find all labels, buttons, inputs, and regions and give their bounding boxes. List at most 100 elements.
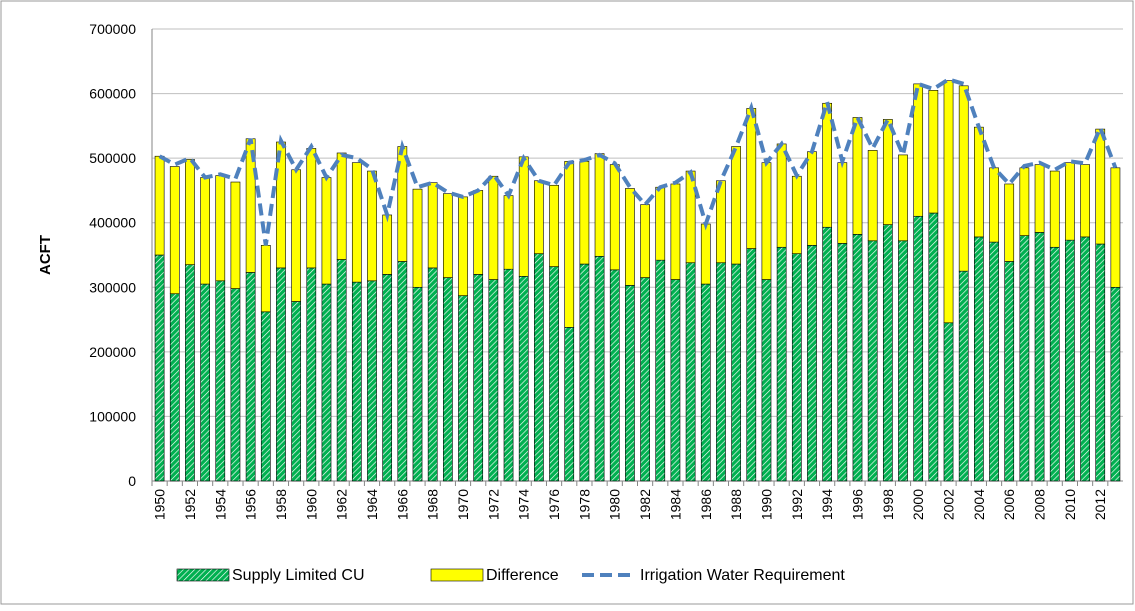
x-tick-label: 2010: [1062, 489, 1078, 520]
bar: [958, 85, 969, 272]
x-tick-label: 1994: [819, 489, 835, 520]
bar: [382, 214, 393, 275]
bar: [215, 175, 226, 282]
bar: [852, 234, 863, 482]
bar: [746, 248, 757, 482]
y-tick-label: 200000: [89, 344, 136, 360]
bar: [185, 159, 195, 265]
bar: [761, 162, 772, 280]
bar: [442, 193, 453, 278]
bar: [306, 267, 317, 482]
bar: [958, 270, 969, 482]
x-tick-label: 1956: [243, 489, 259, 520]
bar: [397, 261, 408, 482]
bar: [321, 283, 332, 482]
bar: [230, 181, 241, 289]
legend-label: Difference: [486, 567, 559, 584]
bar: [230, 288, 241, 482]
bar: [791, 253, 802, 482]
x-tick-label: 1958: [273, 489, 289, 520]
bar: [382, 274, 393, 482]
x-tick-label: 1970: [455, 489, 471, 520]
x-tick-label: 1988: [728, 489, 744, 520]
bar: [655, 259, 666, 482]
bar: [1095, 243, 1106, 482]
bar: [640, 277, 650, 482]
bar: [245, 272, 256, 482]
bar: [579, 161, 590, 265]
bar: [776, 246, 787, 482]
y-tick-label: 600000: [89, 86, 136, 102]
bar: [1080, 164, 1090, 238]
bar: [928, 90, 939, 214]
bar: [169, 166, 180, 295]
bar: [655, 186, 666, 261]
bar: [670, 279, 681, 482]
bar: [503, 268, 514, 482]
bar: [1034, 164, 1045, 233]
bar: [321, 177, 332, 285]
bar: [291, 301, 301, 482]
bar: [943, 80, 954, 324]
legend-swatch: [430, 568, 484, 582]
x-tick-label: 2006: [1001, 489, 1017, 520]
x-tick-label: 1984: [667, 489, 683, 520]
x-tick-label: 1990: [758, 489, 774, 520]
y-axis-label: ACFT: [37, 235, 54, 275]
bar: [564, 327, 575, 482]
bar: [685, 262, 696, 482]
x-tick-label: 1962: [334, 489, 350, 520]
bar: [427, 267, 438, 482]
bar: [731, 146, 741, 265]
bar: [640, 204, 650, 278]
x-tick-label: 1954: [212, 489, 228, 520]
x-tick-label: 1996: [849, 489, 865, 520]
bar: [367, 280, 377, 482]
bar: [564, 161, 575, 328]
bar: [260, 245, 271, 313]
bar: [276, 267, 286, 482]
bar: [579, 263, 590, 482]
bar: [1110, 167, 1121, 288]
bar: [351, 162, 362, 283]
bar: [1049, 170, 1060, 248]
bar: [867, 240, 878, 482]
bar: [549, 266, 559, 482]
bar: [154, 155, 165, 256]
bar: [609, 164, 620, 271]
bar: [488, 279, 499, 482]
y-tick-label: 300000: [89, 279, 136, 295]
x-tick-label: 1968: [425, 489, 441, 520]
bar: [1049, 246, 1060, 482]
x-tick-label: 1982: [637, 489, 653, 520]
bar: [974, 126, 984, 238]
y-tick-label: 400000: [89, 215, 136, 231]
bar: [367, 170, 377, 282]
bar: [306, 148, 317, 269]
bar: [534, 253, 544, 482]
bar: [200, 283, 210, 482]
bar: [215, 280, 226, 482]
x-tick-label: 2004: [971, 489, 987, 520]
bar: [185, 264, 195, 482]
bar: [1080, 236, 1090, 482]
bar: [534, 180, 544, 255]
bar: [807, 151, 817, 246]
bar: [700, 223, 711, 285]
bar: [594, 153, 605, 257]
bar: [1004, 183, 1015, 262]
bar: [943, 322, 954, 482]
bar: [761, 279, 772, 482]
legend-label: Irrigation Water Requirement: [640, 567, 845, 584]
x-tick-label: 1976: [546, 489, 562, 520]
bar: [852, 117, 863, 235]
bar: [503, 195, 514, 270]
x-tick-label: 1950: [152, 489, 168, 520]
bar: [260, 311, 271, 482]
bar: [458, 196, 468, 296]
y-tick-label: 100000: [89, 408, 136, 424]
bar: [989, 167, 999, 243]
bar: [412, 188, 423, 288]
